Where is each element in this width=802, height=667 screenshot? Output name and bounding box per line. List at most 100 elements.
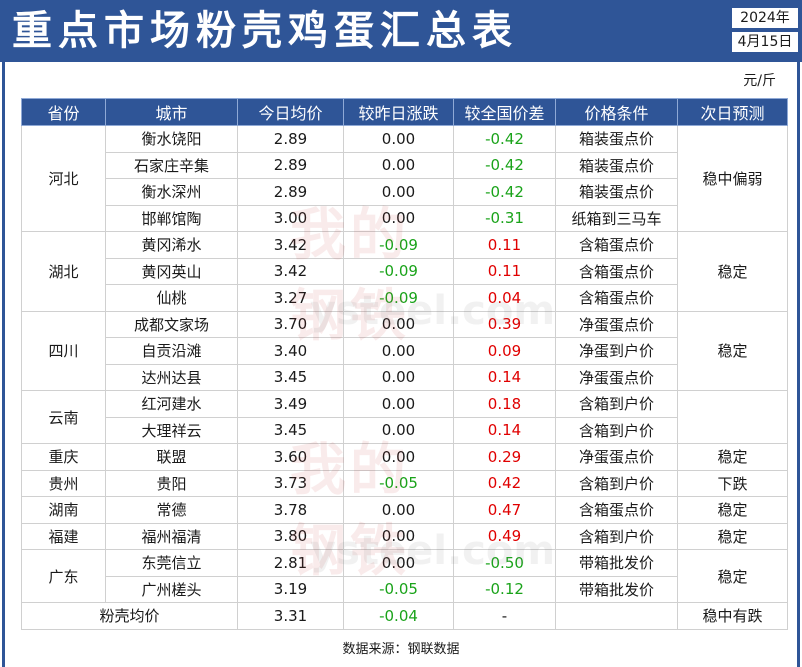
city-cell: 邯郸馆陶 [105, 204, 238, 232]
city-cell: 福州福清 [105, 522, 238, 550]
summary-diff: - [453, 602, 556, 630]
province-cell: 重庆 [21, 443, 106, 471]
diff-cell: -0.31 [453, 204, 556, 232]
city-cell: 仙桃 [105, 284, 238, 312]
table-row: 云南 红河建水 3.49 0.00 0.18 含箱到户价 [21, 390, 788, 444]
city-cell: 石家庄辛集 [105, 151, 238, 179]
price-cell: 3.42 [237, 231, 344, 259]
change-cell: 0.00 [343, 443, 454, 471]
forecast-cell: 稳定 [677, 522, 788, 550]
table-row: 仙桃 3.27 -0.09 0.04 含箱蛋点价 [22, 284, 788, 312]
change-cell: -0.05 [343, 575, 454, 603]
province-cell: 广东 [21, 549, 106, 603]
table-row: 邯郸馆陶 3.00 0.00 -0.31 纸箱到三马车 [22, 204, 788, 232]
condition-cell: 净蛋蛋点价 [555, 310, 678, 338]
table-row: 达州达县 3.45 0.00 0.14 净蛋蛋点价 [22, 363, 788, 391]
forecast-cell: 稳定 [677, 310, 788, 391]
city-cell: 大理祥云 [105, 416, 238, 444]
city-cell: 联盟 [105, 443, 238, 471]
city-cell: 成都文家场 [105, 310, 238, 338]
price-cell: 2.89 [237, 178, 344, 206]
change-cell: 0.00 [343, 125, 454, 153]
forecast-cell [677, 390, 788, 444]
change-cell: 0.00 [343, 310, 454, 338]
condition-cell: 含箱蛋点价 [555, 257, 678, 285]
city-cell: 黄冈英山 [105, 257, 238, 285]
diff-cell: 0.29 [453, 443, 556, 471]
change-cell: -0.09 [343, 231, 454, 259]
forecast-cell: 稳定 [677, 231, 788, 312]
price-cell: 3.45 [237, 416, 344, 444]
condition-cell: 含箱到户价 [555, 522, 678, 550]
table-row: 大理祥云 3.45 0.00 0.14 含箱到户价 [22, 416, 788, 444]
unit-label: 元/斤 [743, 73, 776, 89]
column-header: 较全国价差 [453, 98, 556, 126]
diff-cell: -0.42 [453, 178, 556, 206]
data-source: 数据来源：钢联数据 [342, 642, 460, 657]
change-cell: 0.00 [343, 496, 454, 524]
column-header: 次日预测 [677, 98, 788, 126]
condition-cell: 净蛋到户价 [555, 337, 678, 365]
summary-label: 粉壳均价 [21, 602, 238, 630]
price-cell: 3.19 [237, 575, 344, 603]
diff-cell: 0.04 [453, 284, 556, 312]
right-frame [797, 62, 800, 667]
diff-cell: 0.14 [453, 416, 556, 444]
city-cell: 贵阳 [105, 469, 238, 497]
change-cell: -0.09 [343, 257, 454, 285]
change-cell: 0.00 [343, 178, 454, 206]
change-cell: 0.00 [343, 390, 454, 418]
date-day: 4月15日 [732, 32, 798, 52]
price-cell: 3.49 [237, 390, 344, 418]
price-cell: 2.89 [237, 125, 344, 153]
table-header: 省份 城市 今日均价 较昨日涨跌 较全国价差 价格条件 次日预测 [21, 98, 788, 126]
diff-cell: 0.39 [453, 310, 556, 338]
diff-cell: 0.09 [453, 337, 556, 365]
city-cell: 黄冈浠水 [105, 231, 238, 259]
diff-cell: 0.18 [453, 390, 556, 418]
column-header: 城市 [105, 98, 238, 126]
price-cell: 2.81 [237, 549, 344, 577]
condition-cell: 箱装蛋点价 [555, 178, 678, 206]
column-header: 今日均价 [237, 98, 344, 126]
city-cell: 广州槎头 [105, 575, 238, 603]
province-cell: 河北 [21, 125, 106, 232]
table-row: 河北 衡水饶阳 2.89 0.00 -0.42 箱装蛋点价 稳中偏弱 [21, 125, 788, 232]
condition-cell: 箱装蛋点价 [555, 125, 678, 153]
price-cell: 3.00 [237, 204, 344, 232]
table-row: 黄冈英山 3.42 -0.09 0.11 含箱蛋点价 [22, 257, 788, 285]
city-cell: 衡水深州 [105, 178, 238, 206]
condition-cell: 含箱蛋点价 [555, 284, 678, 312]
condition-cell: 箱装蛋点价 [555, 151, 678, 179]
title-banner: 重点市场粉壳鸡蛋汇总表 2024年 4月15日 [0, 0, 802, 62]
province-cell: 贵州 [21, 469, 106, 497]
table-row: 湖南 常德 3.78 0.00 0.47 含箱蛋点价 稳定 [21, 496, 788, 524]
table-row: 自贡沿滩 3.40 0.00 0.09 净蛋到户价 [22, 337, 788, 365]
summary-forecast: 稳中有跌 [677, 602, 788, 630]
province-cell: 四川 [21, 310, 106, 391]
city-cell: 红河建水 [105, 390, 238, 418]
table-row: 石家庄辛集 2.89 0.00 -0.42 箱装蛋点价 [22, 151, 788, 179]
price-cell: 3.45 [237, 363, 344, 391]
forecast-cell: 下跌 [677, 469, 788, 497]
date-box: 2024年 4月15日 [732, 8, 798, 52]
diff-cell: 0.49 [453, 522, 556, 550]
province-cell: 福建 [21, 522, 106, 550]
column-header: 价格条件 [555, 98, 678, 126]
price-cell: 3.42 [237, 257, 344, 285]
price-cell: 3.40 [237, 337, 344, 365]
table-body: 河北 衡水饶阳 2.89 0.00 -0.42 箱装蛋点价 稳中偏弱 石家庄辛集 2.89 0.0… [21, 125, 788, 630]
condition-cell: 含箱蛋点价 [555, 231, 678, 259]
condition-cell: 带箱批发价 [555, 549, 678, 577]
province-cell: 云南 [21, 390, 106, 444]
change-cell: 0.00 [343, 522, 454, 550]
condition-cell: 纸箱到三马车 [555, 204, 678, 232]
price-cell: 3.27 [237, 284, 344, 312]
diff-cell: -0.42 [453, 151, 556, 179]
price-cell: 3.60 [237, 443, 344, 471]
condition-cell: 含箱到户价 [555, 469, 678, 497]
city-cell: 衡水饶阳 [105, 125, 238, 153]
condition-cell: 含箱到户价 [555, 416, 678, 444]
price-cell: 3.78 [237, 496, 344, 524]
city-cell: 自贡沿滩 [105, 337, 238, 365]
